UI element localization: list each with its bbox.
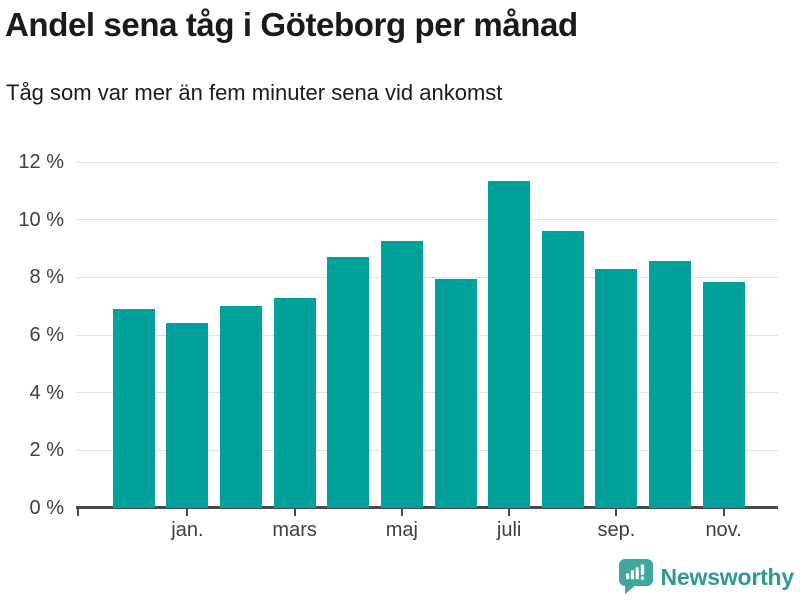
newsworthy-logo-text: Newsworthy <box>660 563 795 590</box>
x-tick-label-maj: maj <box>385 519 418 541</box>
newsworthy-chart-bubble-icon <box>618 559 653 595</box>
y-tick-label-8: 8 % <box>29 266 64 289</box>
x-tick-maj <box>400 509 403 516</box>
plot-area <box>76 161 778 516</box>
chart-title: Andel sena tåg i Göteborg per månad <box>5 6 578 43</box>
x-tick-label-nov.: nov. <box>705 519 742 541</box>
y-tick-label-2: 2 % <box>29 439 64 462</box>
y-axis-labels: 0 % 2 % 4 % 6 % 8 % 10 % 12 % <box>0 151 64 519</box>
gridline-10 <box>77 219 778 221</box>
bar-juli <box>488 180 531 508</box>
gridline-12 <box>77 161 778 163</box>
newsworthy-logo: Newsworthy <box>618 559 795 595</box>
x-tick-juli <box>508 509 511 516</box>
gridline-4 <box>77 392 778 394</box>
y-tick-label-4: 4 % <box>29 381 64 404</box>
x-tick-jan. <box>186 509 189 516</box>
bar-sep. <box>595 268 638 508</box>
bar-juni <box>434 278 477 508</box>
x-tick-label-mars: mars <box>272 519 317 541</box>
y-tick-label-12: 12 % <box>18 151 64 173</box>
y-tick-label-0: 0 % <box>29 497 64 519</box>
x-tick-mars <box>293 509 296 516</box>
y-tick-label-10: 10 % <box>18 208 64 231</box>
gridline-2 <box>77 449 778 451</box>
x-axis-line <box>76 506 778 509</box>
gridline-6 <box>77 334 778 336</box>
bar-feb. <box>220 306 263 508</box>
bar-nov. <box>702 281 745 508</box>
bar-dec. <box>112 309 155 508</box>
x-tick-label-jan.: jan. <box>171 519 204 541</box>
bar-maj <box>380 241 423 508</box>
bar-apr. <box>327 257 370 508</box>
bar-mars <box>273 297 316 508</box>
y-tick-label-6: 6 % <box>29 324 64 346</box>
x-tick-sep. <box>615 509 618 516</box>
bar-jan. <box>166 323 209 508</box>
x-axis-labels: jan. mars maj juli sep. nov. <box>0 517 800 545</box>
x-tick-nov. <box>722 509 725 516</box>
bar-okt. <box>649 261 691 508</box>
gridline-8 <box>77 276 778 278</box>
x-tick-label-juli: juli <box>496 519 522 541</box>
bar-aug. <box>541 231 584 508</box>
chart-subtitle: Tåg som var mer än fem minuter sena vid … <box>6 80 503 105</box>
x-axis-left-tick <box>77 509 79 516</box>
x-tick-label-sep.: sep. <box>597 519 636 541</box>
